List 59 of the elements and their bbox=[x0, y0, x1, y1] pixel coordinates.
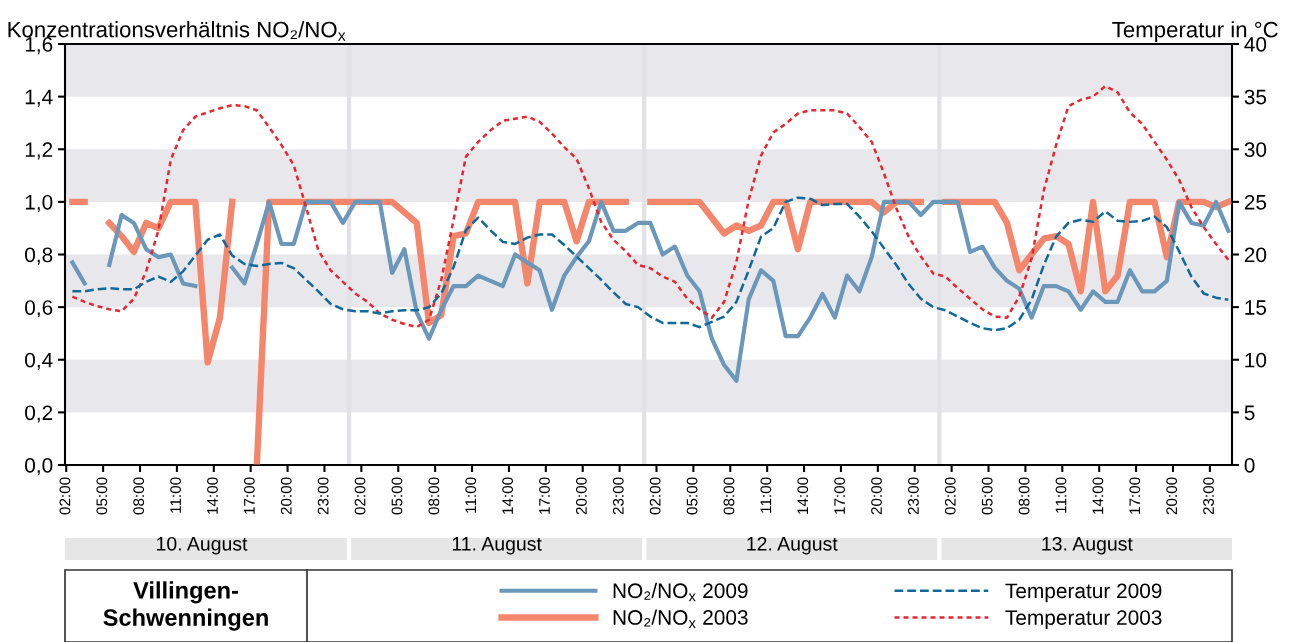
x-tick-label: 23:00 bbox=[908, 477, 919, 515]
line-series bbox=[71, 84, 1230, 329]
legend-label: Temperatur 2009 bbox=[1005, 583, 1162, 603]
x-tick-label: 20:00 bbox=[871, 477, 882, 515]
y2-tick-label: 20 bbox=[1244, 247, 1267, 263]
x-tick-label: 23:00 bbox=[612, 477, 624, 515]
x-tick-label: 17:00 bbox=[834, 477, 846, 514]
x-tick-label: 20:00 bbox=[1166, 477, 1178, 515]
y2-tick-label: 5 bbox=[1244, 405, 1255, 421]
x2-tick-label: 13. August bbox=[1042, 536, 1133, 555]
line-series bbox=[71, 196, 1230, 332]
x-tick-label: 02:00 bbox=[59, 477, 71, 515]
y-tick-label: 0,8 bbox=[25, 247, 53, 265]
x-tick-label: 17:00 bbox=[243, 477, 255, 514]
y2-tick-label: 15 bbox=[1245, 300, 1267, 315]
x-tick-label: 20:00 bbox=[280, 477, 292, 515]
x-tick-label: 11:00 bbox=[1055, 477, 1067, 513]
x-tick-label: 02:00 bbox=[944, 477, 956, 515]
x-tick-label: 11:00 bbox=[170, 477, 182, 513]
x-tick-label: 23:00 bbox=[317, 477, 329, 515]
x2-tick-label: 12. August bbox=[747, 536, 838, 555]
legend-label: Temperatur 2003 bbox=[1005, 610, 1162, 630]
x-tick-label: 14:00 bbox=[1092, 477, 1104, 514]
y2-tick-label: 30 bbox=[1244, 142, 1267, 157]
x-tick-label: 08:00 bbox=[1018, 477, 1030, 515]
x-tick-label: 02:00 bbox=[649, 477, 661, 515]
x-tick-label: 23:00 bbox=[1203, 477, 1214, 515]
legend-label: NO₂/NO$_{x}$ 2009 bbox=[613, 582, 748, 602]
y2-tick-label: 10 bbox=[1245, 352, 1267, 368]
y2-tick-label: 25 bbox=[1244, 194, 1267, 210]
y2-tick-label: 0 bbox=[1244, 458, 1255, 473]
x-tick-label: 05:00 bbox=[981, 477, 993, 515]
x-tick-label: 11:00 bbox=[760, 477, 772, 513]
y-tick-label: 1,4 bbox=[25, 89, 53, 107]
x-tick-label: 08:00 bbox=[133, 477, 145, 515]
legend-label: NO₂/NO$_{x}$ 2003 bbox=[613, 609, 748, 628]
x-tick-label: 14:00 bbox=[502, 477, 514, 514]
y-tick-label: 0,0 bbox=[25, 458, 53, 476]
x-tick-label: 14:00 bbox=[207, 477, 218, 514]
x-tick-label: 08:00 bbox=[428, 477, 440, 515]
y-tick-label: 1,0 bbox=[25, 194, 53, 213]
x-tick-label: 02:00 bbox=[354, 477, 366, 515]
y-tick-label: 0,2 bbox=[25, 405, 53, 423]
x-tick-label: 17:00 bbox=[539, 477, 550, 514]
y2-tick-label: 35 bbox=[1244, 89, 1267, 105]
y-tick-label: 0,6 bbox=[25, 300, 53, 318]
x-tick-label: 17:00 bbox=[1129, 477, 1141, 514]
x2-tick-label: 10. August bbox=[157, 536, 248, 555]
x-tick-label: 08:00 bbox=[723, 477, 735, 515]
legend-title: Villingen- Schwenningen bbox=[103, 581, 268, 631]
y-tick-label: 1,2 bbox=[25, 142, 53, 160]
x-tick-label: 05:00 bbox=[686, 477, 698, 515]
x-tick-label: 20:00 bbox=[575, 477, 587, 515]
x-tick-label: 11:00 bbox=[465, 477, 477, 513]
x2-tick-label: 11. August bbox=[452, 537, 542, 555]
x-tick-label: 14:00 bbox=[797, 477, 809, 514]
y-tick-label: 0,4 bbox=[25, 352, 53, 370]
x-tick-label: 05:00 bbox=[391, 477, 403, 515]
x-tick-label: 05:00 bbox=[96, 477, 108, 515]
